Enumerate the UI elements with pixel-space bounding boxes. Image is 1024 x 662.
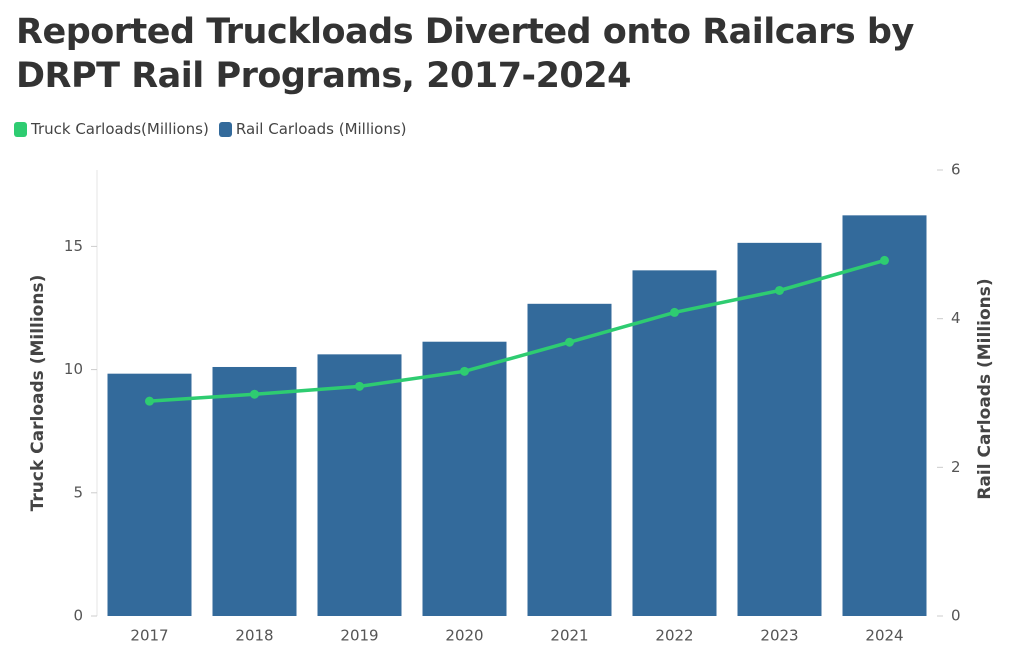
y-tick-label: 15 — [64, 237, 83, 255]
bar — [737, 242, 822, 616]
bar — [842, 215, 927, 617]
y2-tick-label: 6 — [951, 161, 961, 179]
bar — [107, 373, 192, 616]
y2-tick-label: 4 — [951, 309, 961, 327]
y2-axis-title: Rail Carloads (Millions) — [975, 278, 995, 499]
bar — [317, 354, 402, 616]
point — [880, 255, 889, 265]
legend-item[interactable]: Rail Carloads (Millions) — [218, 120, 407, 138]
y2-tick-label: 2 — [951, 458, 961, 476]
point — [250, 389, 259, 399]
x-tick-label: 2017 — [130, 627, 168, 645]
y-tick-label: 0 — [73, 607, 83, 625]
legend-swatch — [14, 121, 27, 137]
x-tick-label: 2021 — [550, 627, 588, 645]
chart-title: Reported Truckloads Diverted onto Railca… — [16, 12, 914, 96]
bar — [212, 366, 297, 616]
bar — [632, 270, 717, 616]
legend-label: Truck Carloads(Millions) — [31, 120, 209, 138]
line — [149, 258, 885, 403]
x-tick-label: 2018 — [235, 627, 273, 645]
legend-item[interactable]: Truck Carloads(Millions) — [14, 120, 209, 138]
y2-tick-label: 0 — [951, 607, 961, 625]
point — [355, 381, 364, 391]
bar — [422, 341, 507, 616]
legend-swatch — [218, 121, 232, 137]
y-axis-title: Truck Carloads (Millions) — [28, 275, 48, 512]
x-tick-label: 2024 — [865, 627, 903, 645]
y-tick-label: 10 — [64, 360, 83, 378]
bar — [527, 303, 612, 616]
x-tick-label: 2020 — [445, 627, 483, 645]
x-tick-label: 2023 — [760, 627, 798, 645]
point — [460, 366, 469, 376]
y-tick-label: 5 — [73, 483, 83, 501]
legend-label: Rail Carloads (Millions) — [235, 120, 407, 138]
x-tick-label: 2019 — [340, 627, 378, 645]
point — [775, 285, 784, 295]
point — [670, 307, 679, 317]
point — [565, 337, 574, 347]
legend: Truck Carloads(Millions) Rail Carloads (M… — [14, 120, 407, 138]
point — [145, 396, 154, 406]
x-tick-label: 2022 — [655, 627, 693, 645]
